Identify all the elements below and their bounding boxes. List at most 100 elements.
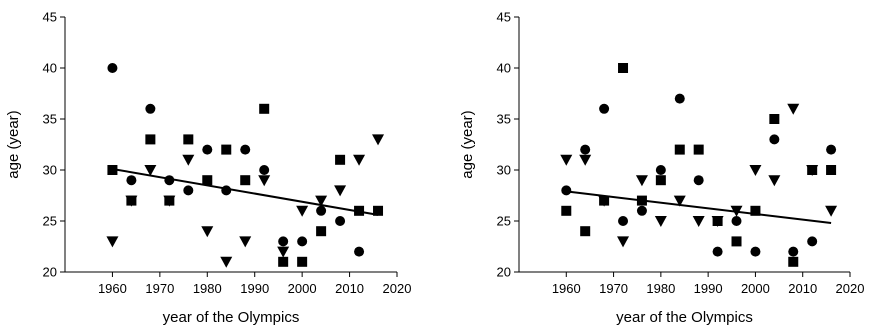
data-point-triangle [182, 154, 195, 166]
data-point-square [580, 226, 591, 237]
data-point-square [618, 63, 629, 73]
data-point-triangle [334, 185, 347, 197]
x-tick-label: 1990 [694, 281, 723, 296]
data-point-square [259, 103, 270, 114]
data-point-triangle [125, 195, 138, 207]
x-tick-label: 1980 [193, 281, 222, 296]
data-point-square [145, 134, 156, 145]
data-point-circle [826, 144, 837, 155]
x-tick-label: 1970 [599, 281, 628, 296]
data-point-triangle [635, 175, 648, 187]
data-point-triangle [560, 154, 573, 166]
y-tick-label: 25 [497, 214, 511, 229]
data-point-square [674, 144, 685, 155]
data-point-circle [335, 216, 346, 226]
data-point-square [221, 144, 232, 155]
data-point-triangle [825, 205, 838, 217]
data-point-circle [221, 185, 232, 196]
data-point-circle [561, 185, 572, 196]
data-point-triangle [277, 246, 290, 258]
data-point-square [107, 165, 118, 175]
data-point-square [750, 205, 761, 216]
data-point-circle [145, 103, 156, 114]
data-point-circle [580, 144, 591, 155]
data-point-triangle [673, 195, 686, 207]
data-point-circle [788, 246, 799, 257]
data-point-triangle [806, 165, 819, 176]
y-tick-label: 30 [497, 163, 511, 178]
x-tick-label: 2020 [836, 281, 865, 296]
data-point-triangle [711, 216, 724, 227]
y-tick-label: 20 [43, 265, 57, 280]
trend-line [112, 167, 379, 216]
x-tick-label: 2020 [383, 281, 412, 296]
data-point-square [373, 205, 384, 216]
data-point-triangle [239, 236, 252, 248]
x-tick-label: 2010 [788, 281, 817, 296]
data-point-triangle [296, 205, 309, 217]
data-point-triangle [730, 205, 743, 217]
data-point-square [335, 154, 346, 165]
data-point-circle [354, 246, 365, 257]
data-point-circle [750, 246, 761, 257]
x-tick-label: 1960 [98, 281, 127, 296]
data-point-triangle [372, 134, 385, 146]
data-point-square [183, 134, 194, 145]
data-point-circle [731, 216, 742, 226]
data-point-triangle [106, 236, 119, 248]
data-point-square [769, 114, 780, 124]
data-point-circle [202, 144, 213, 155]
data-point-circle [599, 103, 610, 114]
y-tick-label: 25 [43, 214, 57, 229]
y-tick-label: 45 [497, 10, 511, 25]
data-point-square [202, 175, 213, 186]
data-point-circle [240, 144, 251, 155]
y-tick-label: 40 [497, 61, 511, 76]
x-tick-label: 1980 [646, 281, 675, 296]
y-tick-label: 40 [43, 61, 57, 76]
data-point-triangle [617, 236, 630, 248]
data-point-triangle [654, 216, 667, 227]
data-point-triangle [144, 165, 157, 176]
data-point-square [354, 205, 365, 216]
data-point-square [240, 175, 251, 186]
x-tick-label: 2000 [741, 281, 770, 296]
y-axis-label: age (year) [459, 110, 476, 178]
data-point-square [693, 144, 704, 155]
x-tick-label: 1990 [240, 281, 269, 296]
data-point-triangle [258, 175, 271, 187]
y-tick-label: 20 [497, 265, 511, 280]
x-tick-label: 1970 [145, 281, 174, 296]
data-point-triangle [163, 195, 176, 207]
x-axis-label: year of the Olympics [616, 309, 753, 326]
data-point-triangle [598, 195, 611, 207]
data-point-triangle [220, 256, 233, 268]
y-tick-label: 35 [497, 112, 511, 127]
data-point-square [731, 236, 742, 247]
data-point-circle [164, 175, 175, 186]
trend-line [566, 190, 832, 225]
data-point-circle [636, 205, 647, 216]
data-point-triangle [315, 195, 328, 207]
data-point-square [316, 226, 327, 237]
data-point-circle [316, 205, 327, 216]
y-tick-label: 35 [43, 112, 57, 127]
data-point-triangle [692, 216, 705, 227]
data-point-circle [278, 236, 289, 247]
data-point-circle [126, 175, 137, 186]
x-tick-label: 1960 [552, 281, 581, 296]
data-point-square [561, 205, 572, 216]
data-point-circle [712, 246, 723, 257]
data-point-square [278, 256, 289, 267]
data-point-triangle [201, 226, 214, 238]
data-point-circle [107, 63, 118, 73]
data-point-circle [674, 93, 685, 104]
data-point-circle [693, 175, 704, 186]
data-point-square [655, 175, 666, 186]
data-point-triangle [353, 154, 366, 166]
data-point-square [788, 256, 799, 267]
chart-panel-2: 20 25 30 35 40 45 1960 1970 1980 1990 2000 2010 2020… [459, 10, 864, 327]
data-point-triangle [749, 165, 762, 176]
data-point-circle [769, 134, 780, 145]
